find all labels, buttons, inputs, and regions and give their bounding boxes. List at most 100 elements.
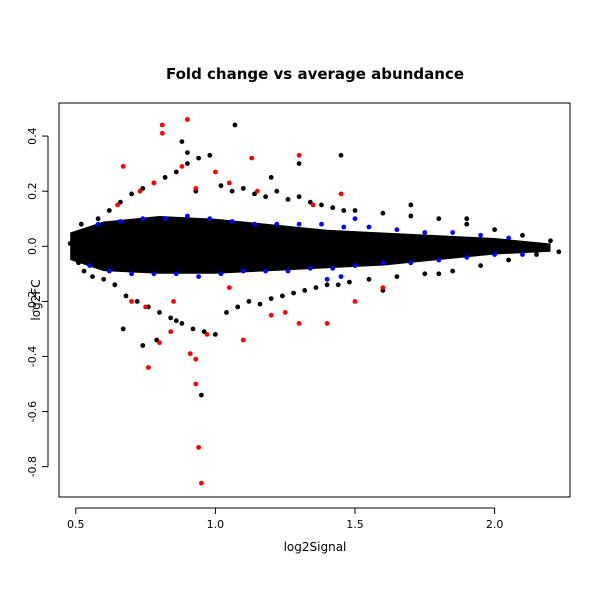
data-point-black [330, 205, 336, 211]
data-point-black [296, 161, 302, 167]
data-point-blue [352, 216, 358, 222]
data-point-black [173, 318, 179, 324]
data-point-blue [520, 252, 525, 257]
data-point-red [213, 169, 218, 175]
data-point-blue [506, 235, 511, 241]
data-point-red [129, 299, 135, 304]
data-point-black [274, 188, 280, 194]
data-point-black [123, 293, 129, 299]
data-point-red [204, 332, 210, 337]
data-point-red [296, 321, 302, 326]
data-point-blue [478, 232, 483, 238]
data-point-black [520, 232, 525, 238]
data-point-blue [140, 216, 146, 222]
data-point-black [70, 252, 76, 257]
x-tick-label: 2.0 [486, 518, 504, 531]
x-tick-label: 0.5 [67, 518, 85, 531]
data-point-blue [380, 260, 386, 266]
data-point-blue [118, 219, 123, 224]
data-point-black [464, 221, 470, 227]
data-point-black [436, 216, 442, 222]
x-axis-label: log2Signal [284, 540, 347, 554]
data-point-blue [106, 268, 112, 274]
data-point-blue [492, 252, 497, 257]
data-point-blue [341, 224, 347, 230]
data-point-black [464, 216, 470, 222]
y-axis-label: log2FC [29, 279, 43, 320]
data-point-red [137, 188, 143, 194]
data-point-black [257, 301, 263, 307]
data-point-blue [240, 268, 246, 274]
data-point-red [296, 152, 302, 158]
plot-area-border [58, 102, 571, 498]
data-point-black [347, 279, 352, 285]
data-point-blue [422, 230, 428, 235]
data-point-black [422, 271, 428, 277]
data-point-red [185, 117, 190, 122]
data-point-black [291, 290, 296, 296]
data-point-blue [207, 216, 213, 222]
data-point-blue [285, 268, 291, 274]
data-point-black [324, 282, 330, 288]
data-point-black [112, 282, 118, 288]
data-point-red [193, 381, 199, 387]
data-point-red [120, 164, 126, 169]
data-point-black [556, 249, 562, 255]
data-point-black [341, 208, 347, 213]
data-point-black [408, 213, 414, 219]
data-point-black [129, 191, 135, 197]
data-point-blue [185, 213, 190, 219]
data-point-black [213, 332, 218, 337]
y-tick-label: -0.6 [26, 401, 39, 422]
data-point-red [380, 285, 386, 290]
data-point-black [199, 392, 204, 398]
data-point-blue [95, 221, 101, 227]
data-point-blue [129, 271, 135, 277]
data-point-black [246, 299, 252, 304]
data-point-black [207, 152, 213, 158]
data-point-black [179, 139, 185, 145]
data-point-blue [330, 265, 336, 271]
y-tick-label: -0.2 [26, 291, 39, 312]
data-point-blue [366, 224, 372, 230]
x-tick-label: 1.5 [346, 518, 364, 531]
data-point-black [534, 252, 539, 257]
chart-title: Fold change vs average abundance [166, 65, 464, 83]
data-point-red [338, 191, 344, 197]
data-point-black [162, 175, 168, 180]
data-point-blue [173, 271, 179, 277]
data-point-black [313, 285, 319, 290]
data-point-black [76, 260, 81, 266]
data-point-black [168, 315, 174, 321]
data-point-red [159, 122, 165, 128]
scatter-points [67, 117, 562, 486]
data-point-black [157, 310, 162, 315]
data-point-black [101, 276, 107, 282]
data-point-red [157, 340, 162, 346]
data-point-black [190, 326, 196, 332]
data-point-black [232, 122, 238, 128]
data-point-red [199, 480, 204, 486]
data-point-black [408, 202, 414, 208]
data-point-blue [352, 263, 358, 268]
data-point-red [196, 445, 202, 450]
data-point-black [179, 321, 185, 326]
data-point-black [240, 186, 246, 191]
data-point-red [282, 310, 288, 315]
data-point-red [268, 312, 274, 318]
data-point-blue [218, 271, 224, 277]
data-point-blue [196, 274, 202, 279]
data-point-red [115, 202, 120, 208]
data-point-black [338, 152, 344, 158]
data-point-red [159, 130, 165, 136]
dense-point-band [70, 216, 551, 274]
data-point-red [179, 164, 185, 169]
data-point-blue [338, 274, 344, 279]
y-axis: -0.8 -0.6 -0.4 -0.2 0.0 0.2 0.4 [26, 127, 49, 477]
data-point-blue [450, 230, 456, 235]
y-tick-label: 0.4 [26, 127, 39, 145]
y-tick-label: 0.0 [26, 238, 39, 256]
x-tick-label: 1.0 [207, 518, 225, 531]
data-point-black [380, 210, 386, 216]
